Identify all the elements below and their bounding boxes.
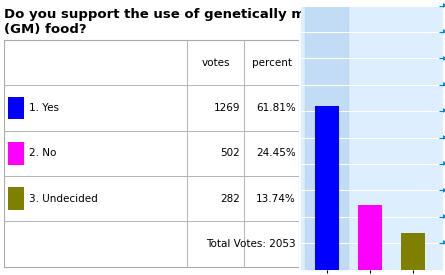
Text: 13.74%: 13.74% xyxy=(256,194,296,204)
Text: 502: 502 xyxy=(220,148,240,158)
Text: percent: percent xyxy=(251,57,291,68)
Bar xyxy=(8,142,24,165)
Bar xyxy=(4,40,299,267)
Text: ▶: ▶ xyxy=(443,29,445,34)
Text: ▶: ▶ xyxy=(443,188,445,193)
Bar xyxy=(8,187,24,210)
Text: Do you support the use of genetically modified
(GM) food?: Do you support the use of genetically mo… xyxy=(4,8,358,36)
Text: ▶: ▶ xyxy=(443,109,445,114)
Text: Total Votes: 2053: Total Votes: 2053 xyxy=(206,239,296,249)
Text: 1269: 1269 xyxy=(214,103,240,113)
Text: 3. Undecided: 3. Undecided xyxy=(29,194,98,204)
Text: ▶: ▶ xyxy=(443,56,445,61)
Bar xyxy=(401,233,425,270)
Text: 282: 282 xyxy=(220,194,240,204)
Text: 24.45%: 24.45% xyxy=(256,148,296,158)
Text: ▶: ▶ xyxy=(443,3,445,8)
Bar xyxy=(8,97,24,119)
Text: ▶: ▶ xyxy=(443,135,445,140)
Text: 1. Yes: 1. Yes xyxy=(29,103,60,113)
Bar xyxy=(315,106,339,270)
Bar xyxy=(358,205,381,270)
Text: 2. No: 2. No xyxy=(29,148,57,158)
Text: ▶: ▶ xyxy=(443,214,445,219)
Text: 61.81%: 61.81% xyxy=(256,103,296,113)
Text: ▶: ▶ xyxy=(443,241,445,246)
Text: votes: votes xyxy=(202,57,230,68)
Text: ▶: ▶ xyxy=(443,161,445,166)
Text: ▶: ▶ xyxy=(443,82,445,87)
